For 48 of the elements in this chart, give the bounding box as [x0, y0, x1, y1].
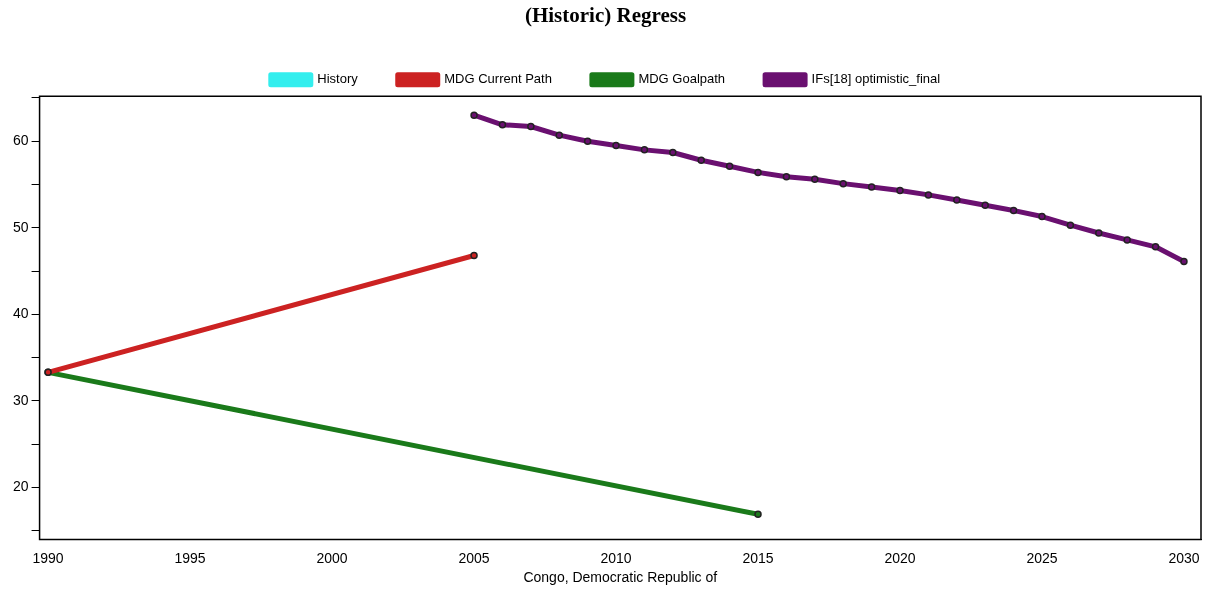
x-tick-label: 2015 [742, 549, 774, 566]
point [612, 141, 620, 150]
point [924, 191, 933, 199]
point [953, 196, 961, 204]
legend-label: MDG Current Path [444, 71, 552, 87]
x-tick-label: 2010 [600, 549, 632, 566]
point [498, 121, 507, 129]
point [555, 131, 563, 139]
point [782, 172, 791, 181]
point [1009, 206, 1018, 215]
x-tick-label: 2025 [1026, 549, 1058, 566]
point [811, 175, 819, 184]
point [754, 168, 762, 177]
x-tick-label: 1990 [32, 549, 64, 566]
point [867, 183, 876, 191]
point [669, 148, 677, 157]
point [754, 510, 762, 519]
point [1123, 236, 1131, 244]
point [697, 156, 705, 165]
legend-label: History [317, 71, 359, 87]
point [640, 146, 649, 154]
y-tick-label: 40 [12, 305, 29, 322]
x-tick-label: 2020 [884, 549, 916, 566]
legend-label: IFs[18] optimistic_final [811, 71, 941, 87]
point [1095, 229, 1103, 237]
y-tick-label: 20 [12, 478, 29, 495]
point [896, 186, 904, 195]
x-tick-label: 2030 [1168, 549, 1200, 566]
point [1151, 243, 1160, 251]
point [583, 137, 592, 145]
point [1038, 212, 1046, 221]
y-tick-label: 60 [12, 132, 29, 149]
x-tick-label: 2005 [458, 549, 490, 566]
point [981, 201, 989, 210]
point [527, 122, 535, 131]
y-tick-label: 30 [12, 391, 29, 408]
point [1180, 257, 1188, 266]
point [470, 111, 478, 119]
y-tick-label: 50 [12, 218, 29, 235]
x-tick-label: 1995 [174, 549, 206, 566]
x-tick-label: 2000 [316, 549, 348, 566]
point [839, 179, 847, 188]
legend-label: MDG Goalpath [638, 71, 726, 87]
point [470, 251, 478, 260]
chart-title: (Historic) Regress [524, 3, 687, 28]
point [1066, 221, 1075, 229]
point [725, 162, 734, 171]
x-axis-title: Congo, Democratic Republic of [523, 569, 718, 586]
